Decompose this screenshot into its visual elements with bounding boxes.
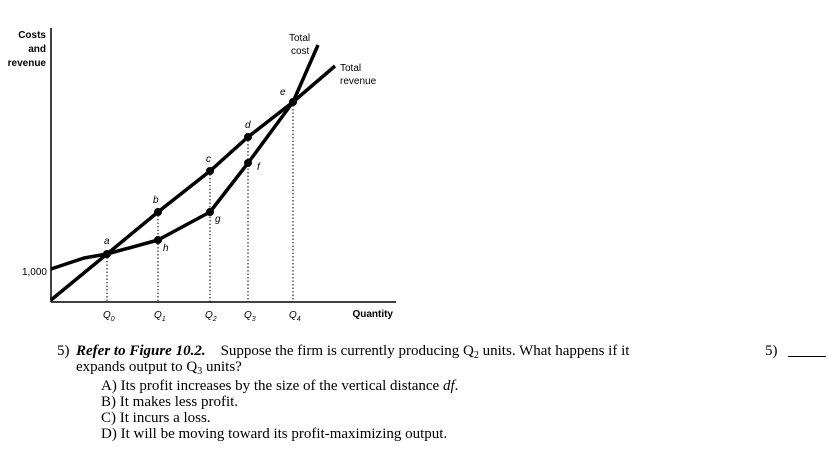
answer-number: 5) bbox=[765, 343, 778, 359]
point-label-e: e bbox=[280, 87, 286, 98]
question-line-2: expands output to Q3 units? bbox=[76, 359, 242, 377]
point-label-b: b bbox=[153, 195, 159, 206]
y-tick-label: 1,000 bbox=[22, 267, 47, 278]
svg-text:Q3: Q3 bbox=[244, 310, 256, 323]
x-tick-q0: Q0 bbox=[103, 310, 115, 323]
x-tick-q3: Q3 bbox=[244, 310, 256, 323]
question-line-2-text: expands output to Q bbox=[76, 359, 198, 375]
question-line-1-sub: 2 bbox=[473, 350, 479, 361]
answer-blank[interactable] bbox=[788, 356, 826, 357]
option-b-text: It makes less profit. bbox=[119, 394, 239, 410]
question-line-1: Refer to Figure 10.2. Suppose the firm i… bbox=[76, 343, 630, 361]
option-d: D) It will be moving toward its profit-m… bbox=[101, 426, 447, 442]
option-a: A) Its profit increases by the size of t… bbox=[101, 378, 458, 394]
question-line-2-end: units? bbox=[202, 359, 242, 375]
option-b-letter: B) bbox=[101, 394, 116, 410]
svg-text:Q1: Q1 bbox=[154, 310, 166, 323]
question-line-1-text: Suppose the firm is currently producing … bbox=[220, 343, 474, 359]
x-tick-q1: Q1 bbox=[154, 310, 166, 323]
figure-10-2: Costs and revenue 1,000 Quantity Q0 Q1 Q… bbox=[8, 28, 396, 323]
point-a bbox=[103, 250, 111, 258]
question-number: 5) bbox=[57, 343, 70, 359]
total-revenue-label-line2: revenue bbox=[340, 76, 377, 87]
point-label-c: c bbox=[206, 154, 211, 165]
total-revenue-label-line1: Total bbox=[340, 63, 361, 74]
option-b: B) It makes less profit. bbox=[101, 394, 238, 410]
x-tick-q4: Q4 bbox=[289, 310, 301, 323]
x-axis-label: Quantity bbox=[352, 309, 393, 320]
point-g bbox=[206, 208, 214, 216]
point-label-h: h bbox=[163, 243, 169, 254]
point-b bbox=[154, 208, 162, 216]
y-axis-label-line1: Costs bbox=[18, 30, 46, 41]
option-c-letter: C) bbox=[101, 410, 116, 426]
point-h bbox=[154, 236, 162, 244]
total-cost-label-line1: Total bbox=[289, 33, 310, 44]
option-c-text: It incurs a loss. bbox=[119, 410, 211, 426]
point-e bbox=[289, 98, 297, 106]
point-label-f: f bbox=[257, 162, 261, 173]
point-d bbox=[244, 133, 252, 141]
point-label-d: d bbox=[245, 120, 251, 131]
option-a-italic: df bbox=[442, 378, 455, 394]
option-d-letter: D) bbox=[101, 426, 117, 442]
svg-text:Q4: Q4 bbox=[289, 310, 301, 323]
option-a-end: . bbox=[454, 378, 459, 394]
y-axis-label-line2: and bbox=[28, 44, 46, 55]
svg-text:Q0: Q0 bbox=[103, 310, 115, 323]
option-c: C) It incurs a loss. bbox=[101, 410, 211, 426]
point-label-a: a bbox=[104, 236, 110, 247]
option-d-text: It will be moving toward its profit-maxi… bbox=[120, 426, 448, 442]
y-axis-label-line3: revenue bbox=[8, 58, 47, 69]
svg-text:Q2: Q2 bbox=[205, 310, 217, 323]
total-cost-label-line2: cost bbox=[291, 46, 310, 57]
total-cost-curve bbox=[50, 44, 320, 271]
question-line-2-sub: 3 bbox=[197, 366, 203, 377]
point-f bbox=[244, 159, 252, 167]
x-tick-q2: Q2 bbox=[205, 310, 217, 323]
question-line-1-end: units. What happens if it bbox=[478, 343, 630, 359]
option-a-letter: A) bbox=[101, 378, 117, 394]
point-label-g: g bbox=[215, 214, 221, 225]
point-c bbox=[206, 167, 214, 175]
option-a-text: Its profit increases by the size of the … bbox=[120, 378, 443, 394]
question-reference: Refer to Figure 10.2. bbox=[76, 343, 206, 359]
